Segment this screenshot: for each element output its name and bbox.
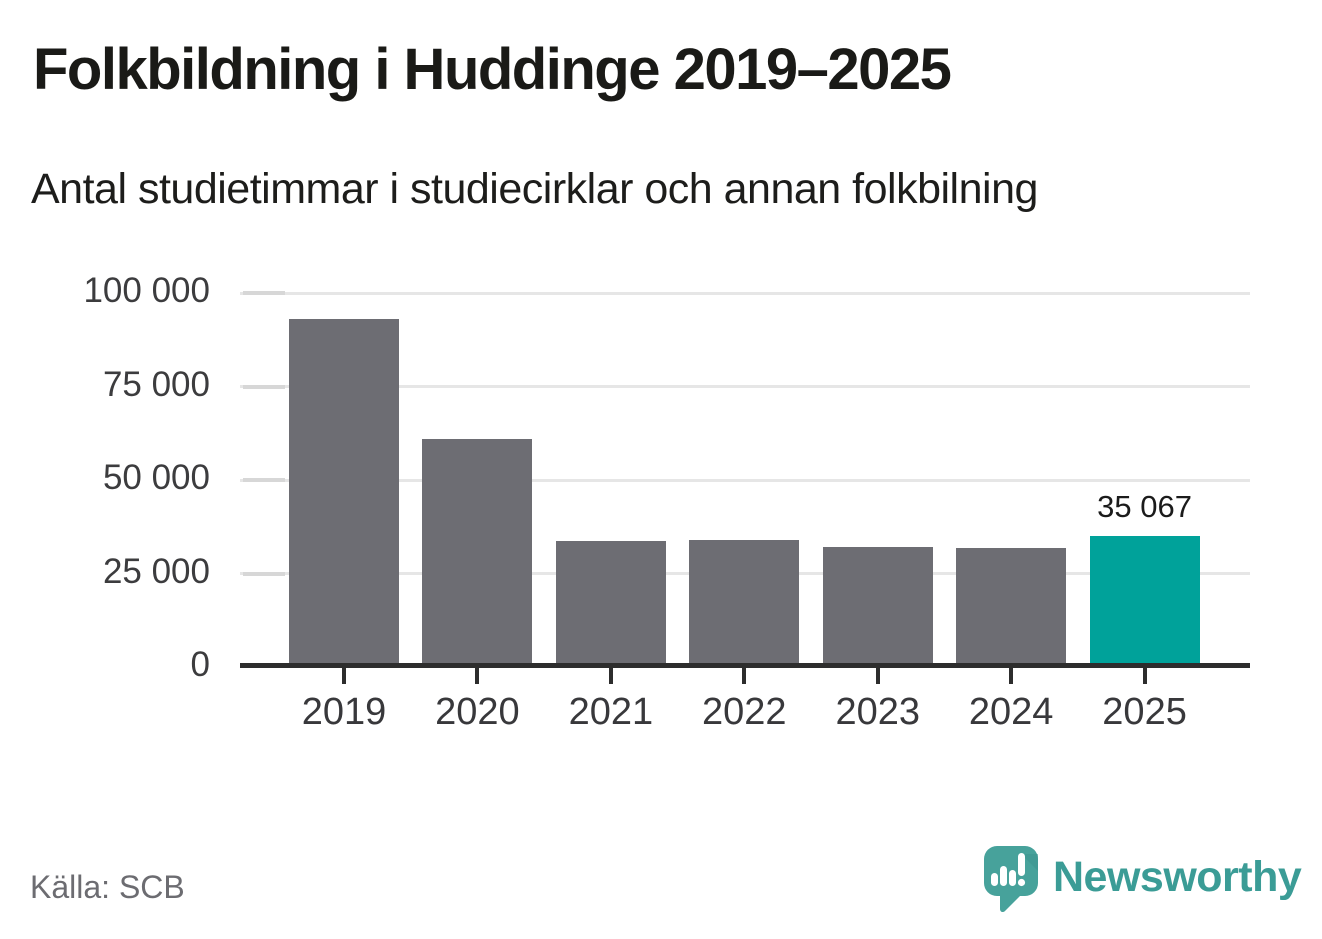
y-gridline xyxy=(240,385,1250,388)
y-axis-tick xyxy=(243,384,285,389)
bar-2019 xyxy=(289,319,399,667)
x-axis-tick xyxy=(475,668,480,684)
x-axis-label-2024: 2024 xyxy=(968,691,1054,733)
x-axis-tick xyxy=(875,668,880,684)
chart-title: Folkbildning i Huddinge 2019–2025 xyxy=(33,37,952,102)
x-axis-label-2021: 2021 xyxy=(568,691,654,733)
y-axis-tick xyxy=(243,571,285,576)
bar-2024 xyxy=(956,548,1067,667)
y-axis-tick xyxy=(243,478,285,482)
x-axis-tick xyxy=(1009,668,1014,684)
x-axis-tick xyxy=(742,668,747,684)
chart-subtitle: Antal studietimmar i studiecirklar och a… xyxy=(31,165,1038,213)
x-axis-line xyxy=(240,663,1250,668)
y-axis-label: 75 000 xyxy=(102,364,210,404)
y-axis-label: 0 xyxy=(190,645,210,684)
bar-2022 xyxy=(689,539,800,667)
x-axis-tick xyxy=(342,668,346,684)
y-axis-tick xyxy=(243,291,285,295)
y-axis-label: 50 000 xyxy=(102,458,210,497)
x-axis-label-2025: 2025 xyxy=(1102,691,1187,733)
y-axis-label: 25 000 xyxy=(102,551,210,591)
x-axis-label-2023: 2023 xyxy=(835,691,920,733)
source-note: Källa: SCB xyxy=(30,869,185,905)
bar-2021 xyxy=(555,540,666,667)
bar-2020 xyxy=(422,438,533,667)
newsworthy-logo: Newsworthy xyxy=(983,845,1302,913)
x-axis-label-2022: 2022 xyxy=(702,691,787,733)
newsworthy-bubble-chart-icon xyxy=(984,846,1038,913)
y-gridline xyxy=(240,291,1250,295)
highlight-value-label: 35 067 xyxy=(1097,488,1192,524)
x-axis-label-2020: 2020 xyxy=(435,691,520,733)
bar-2025 xyxy=(1089,535,1200,667)
x-axis-tick xyxy=(1142,668,1147,684)
bar-2023 xyxy=(822,546,933,667)
y-axis-label: 100 000 xyxy=(83,271,210,310)
x-axis-tick xyxy=(608,668,613,684)
y-gridline xyxy=(240,478,1250,482)
newsworthy-wordmark: Newsworthy xyxy=(1053,852,1302,901)
x-axis-label-2019: 2019 xyxy=(301,691,387,733)
